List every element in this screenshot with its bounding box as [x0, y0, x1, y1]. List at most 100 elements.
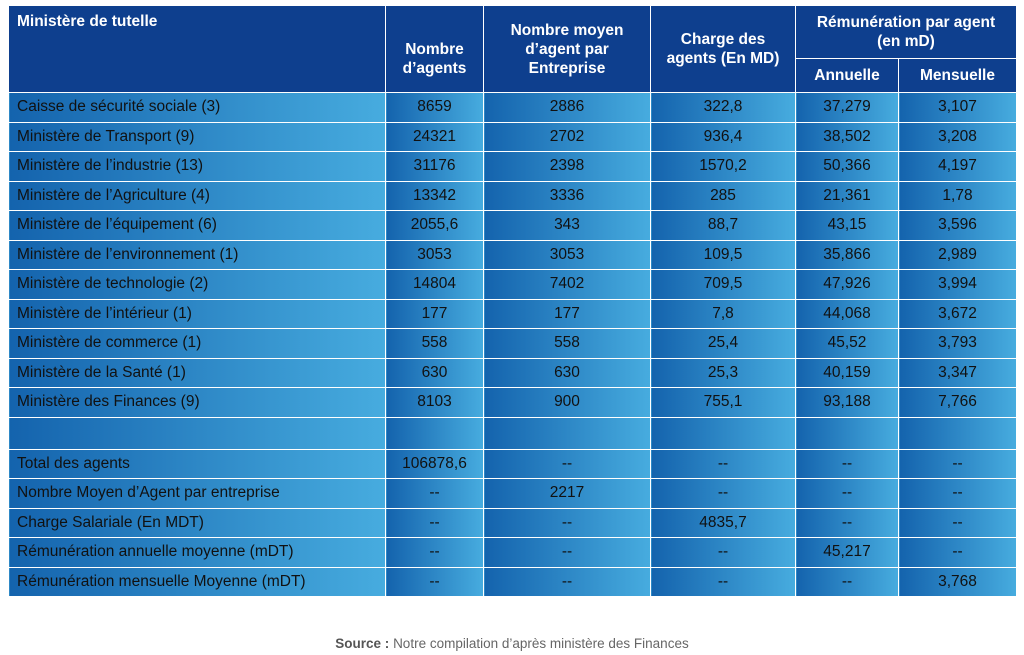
cell: 2398 [483, 151, 651, 182]
cell: -- [898, 507, 1017, 538]
table-row: Charge Salariale (En MDT) -- -- 4835,7 -- -- [8, 507, 1017, 538]
cell: 7402 [483, 269, 651, 300]
row-label: Rémunération annuelle moyenne (mDT) [8, 537, 386, 568]
cell: -- [650, 478, 796, 509]
row-label: Charge Salariale (En MDT) [8, 507, 386, 538]
cell: 900 [483, 387, 651, 418]
source-note: Source : Notre compilation d’après minis… [0, 636, 1024, 651]
cell: 47,926 [795, 269, 899, 300]
cell: -- [385, 478, 484, 509]
table-row: Total des agents 106878,6 -- -- -- -- [8, 448, 1017, 479]
row-label: Ministère de l’industrie (13) [8, 151, 386, 182]
cell: 8659 [385, 92, 484, 123]
cell: 40,159 [795, 357, 899, 388]
cell: 7,8 [650, 298, 796, 329]
cell: 177 [385, 298, 484, 329]
cell: -- [898, 478, 1017, 509]
table-row: Ministère de technologie (2) 14804 7402 709… [8, 269, 1017, 300]
cell: 630 [385, 357, 484, 388]
empty-cell [385, 416, 484, 450]
table-row: Ministère de l’environnement (1) 3053 3053… [8, 239, 1017, 270]
header-cell: Nombre moyen d’agent par Entreprise [483, 5, 651, 93]
cell: 25,4 [650, 328, 796, 359]
cell: -- [650, 566, 796, 597]
cell: -- [385, 507, 484, 538]
empty-cell [8, 416, 386, 450]
cell: 43,15 [795, 210, 899, 241]
header-cell: Rémunération par agent (en mD) [795, 5, 1017, 59]
table-row: Ministère de commerce (1) 558 558 25,4 45,52… [8, 328, 1017, 359]
cell: 3,107 [898, 92, 1017, 123]
cell: 3,596 [898, 210, 1017, 241]
cell: 3,208 [898, 121, 1017, 152]
blank-row [8, 416, 1017, 450]
table-row: Ministère des Finances (9) 8103 900 755,1 93… [8, 387, 1017, 418]
header-cell: Annuelle [795, 58, 899, 93]
cell: 3053 [385, 239, 484, 270]
cell: 8103 [385, 387, 484, 418]
cell: 936,4 [650, 121, 796, 152]
data-table: Ministère de tutelle Nombre d’agents Nom… [8, 5, 1017, 597]
row-label: Total des agents [8, 448, 386, 479]
cell: 3,793 [898, 328, 1017, 359]
cell: 25,3 [650, 357, 796, 388]
cell: -- [898, 448, 1017, 479]
cell: 3,768 [898, 566, 1017, 597]
cell: 45,52 [795, 328, 899, 359]
row-label: Nombre Moyen d’Agent par entreprise [8, 478, 386, 509]
row-label: Ministère de l’environnement (1) [8, 239, 386, 270]
cell: -- [795, 478, 899, 509]
cell: 1570,2 [650, 151, 796, 182]
table-row: Rémunération annuelle moyenne (mDT) -- -- -… [8, 537, 1017, 568]
cell: 109,5 [650, 239, 796, 270]
cell: -- [385, 566, 484, 597]
cell: 45,217 [795, 537, 899, 568]
cell: 177 [483, 298, 651, 329]
cell: -- [795, 566, 899, 597]
cell: 37,279 [795, 92, 899, 123]
table-row: Ministère de Transport (9) 24321 2702 936,4… [8, 121, 1017, 152]
cell: 4835,7 [650, 507, 796, 538]
table-row: Caisse de sécurité sociale (3) 8659 2886 32… [8, 92, 1017, 123]
row-label: Ministère de l’Agriculture (4) [8, 180, 386, 211]
cell: 630 [483, 357, 651, 388]
empty-cell [898, 416, 1017, 450]
cell: 558 [483, 328, 651, 359]
cell: 7,766 [898, 387, 1017, 418]
source-text: Notre compilation d’après ministère des … [393, 636, 689, 651]
cell: -- [483, 566, 651, 597]
table-row: Rémunération mensuelle Moyenne (mDT) -- --… [8, 566, 1017, 597]
cell: 3336 [483, 180, 651, 211]
cell: 343 [483, 210, 651, 241]
row-label: Ministère de Transport (9) [8, 121, 386, 152]
cell: 93,188 [795, 387, 899, 418]
cell: 38,502 [795, 121, 899, 152]
cell: 88,7 [650, 210, 796, 241]
cell: -- [795, 507, 899, 538]
table-row: Ministère de la Santé (1) 630 630 25,3 40,15… [8, 357, 1017, 388]
cell: 3053 [483, 239, 651, 270]
row-label: Ministère de la Santé (1) [8, 357, 386, 388]
cell: 21,361 [795, 180, 899, 211]
cell: 1,78 [898, 180, 1017, 211]
cell: 31176 [385, 151, 484, 182]
row-label: Ministère de technologie (2) [8, 269, 386, 300]
empty-cell [483, 416, 651, 450]
cell: 14804 [385, 269, 484, 300]
table-row: Ministère de l’industrie (13) 31176 2398 15… [8, 151, 1017, 182]
cell: 13342 [385, 180, 484, 211]
cell: 2055,6 [385, 210, 484, 241]
cell: 285 [650, 180, 796, 211]
cell: -- [795, 448, 899, 479]
cell: 2,989 [898, 239, 1017, 270]
cell: 2702 [483, 121, 651, 152]
cell: 755,1 [650, 387, 796, 418]
cell: 4,197 [898, 151, 1017, 182]
cell: 3,347 [898, 357, 1017, 388]
cell: 106878,6 [385, 448, 484, 479]
empty-cell [650, 416, 796, 450]
cell: -- [483, 448, 651, 479]
cell: 44,068 [795, 298, 899, 329]
table-body: Caisse de sécurité sociale (3) 8659 2886 32… [8, 92, 1017, 597]
